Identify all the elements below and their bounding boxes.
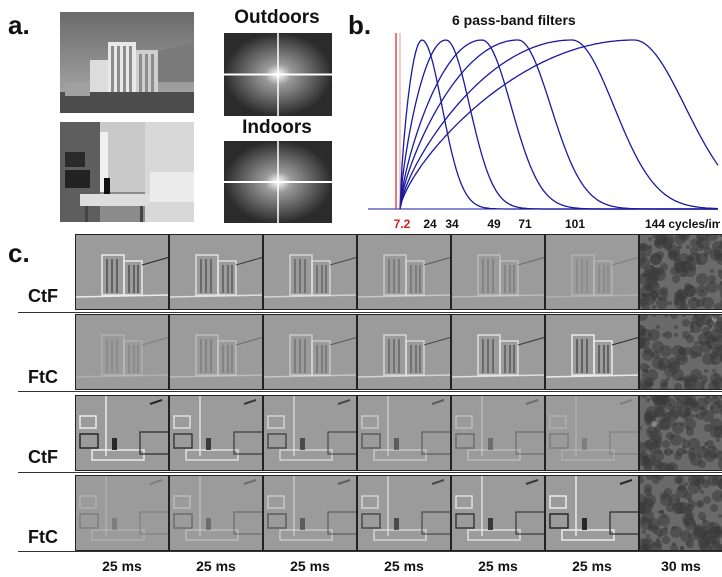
filtered-image-tile (545, 234, 639, 310)
filtered-image-tile (169, 314, 263, 390)
filters-title: 6 pass-band filters (452, 12, 576, 28)
indoor-scene-graphic (60, 122, 194, 222)
row-label-1: CtF (28, 286, 58, 306)
filter-curve (399, 39, 719, 210)
duration-label: 25 ms (196, 558, 236, 574)
duration-label: 25 ms (290, 558, 330, 574)
x-tick-label: 144 cycles/images (645, 217, 720, 231)
filtered-image-tile (357, 395, 451, 471)
x-tick-label: 34 (445, 217, 459, 231)
x-tick-label: 71 (518, 217, 532, 231)
outdoor-photo (60, 12, 194, 113)
noise-mask-tile (639, 395, 722, 471)
panel-b-label: b. (348, 10, 372, 40)
x-tick-label: 49 (487, 217, 501, 231)
filtered-image-tile (545, 395, 639, 471)
outdoors-spectrum-graphic (224, 33, 332, 116)
filter-curve (399, 39, 719, 210)
row-label-3: CtF (28, 447, 58, 467)
noise-mask-tile (639, 234, 722, 310)
x-tick-label: 24 (423, 217, 437, 231)
filtered-image-tile (451, 395, 545, 471)
x-tick-label: 101 (565, 217, 585, 231)
duration-label: 25 ms (384, 558, 424, 574)
filtered-image-tile (75, 314, 169, 390)
filter-chart: 7.2 24 34 49 71 101 144 cycles/images (368, 33, 720, 231)
duration-label: 25 ms (572, 558, 612, 574)
filtered-image-tile (357, 234, 451, 310)
filtered-image-tile (75, 395, 169, 471)
indoors-spectrum-graphic (224, 141, 332, 223)
filtered-image-tile (357, 314, 451, 390)
noise-mask-tile (639, 314, 722, 390)
filtered-image-tile (169, 395, 263, 471)
outdoors-title: Outdoors (234, 7, 320, 28)
filtered-image-tile (263, 314, 357, 390)
row-divider (18, 472, 722, 473)
row-label-2: FtC (28, 367, 58, 387)
panel-a-label: a. (8, 10, 30, 40)
filtered-image-tile (169, 475, 263, 551)
duration-label: 30 ms (661, 558, 701, 574)
filtered-image-tile (169, 234, 263, 310)
indoors-title: Indoors (242, 117, 312, 138)
filtered-image-tile (545, 475, 639, 551)
filtered-image-tile (263, 234, 357, 310)
filtered-image-tile (263, 395, 357, 471)
filter-curves (399, 39, 719, 210)
filtered-image-tile (75, 234, 169, 310)
outdoors-spectrum (224, 33, 332, 116)
filtered-image-tile (451, 314, 545, 390)
filtered-image-tile (357, 475, 451, 551)
row-divider (18, 391, 722, 392)
row-label-4: FtC (28, 527, 58, 547)
filtered-image-tile (545, 314, 639, 390)
row-divider (18, 551, 722, 552)
indoor-photo (60, 122, 194, 222)
filtered-image-tile (75, 475, 169, 551)
filtered-image-tile (263, 475, 357, 551)
outdoor-scene-graphic (60, 12, 194, 113)
tick-labels: 7.2 24 34 49 71 101 144 cycles/images (394, 217, 720, 231)
x-tick-label: 7.2 (394, 217, 411, 231)
duration-label: 25 ms (102, 558, 142, 574)
duration-label: 25 ms (478, 558, 518, 574)
filtered-image-tile (451, 234, 545, 310)
filtered-image-tile (451, 475, 545, 551)
row-divider (18, 312, 722, 313)
panel-c-label: c. (8, 238, 30, 268)
indoors-spectrum (224, 141, 332, 223)
filter-curve (399, 39, 718, 210)
noise-mask-tile (639, 475, 722, 551)
